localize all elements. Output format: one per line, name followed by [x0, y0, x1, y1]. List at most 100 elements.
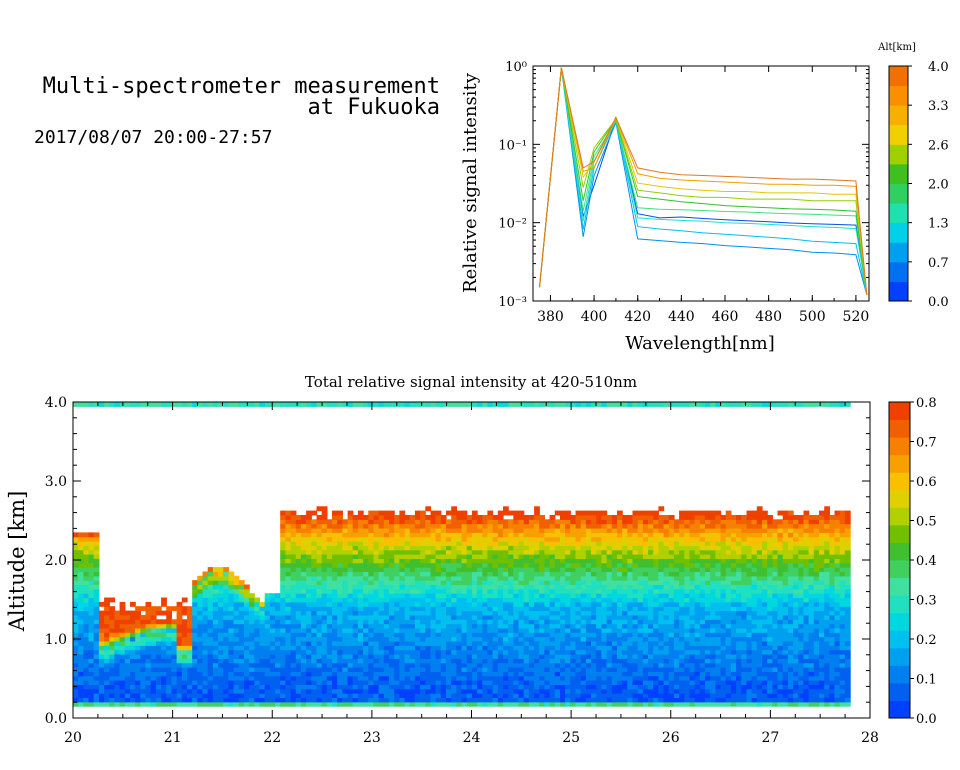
- heatmap-cell: [585, 536, 592, 542]
- heatmap-cell: [425, 693, 432, 698]
- heatmap-cell: [383, 532, 390, 538]
- heatmap-cell: [622, 636, 628, 642]
- heatmap-cell: [352, 532, 359, 538]
- heatmap-cell: [451, 588, 457, 594]
- heatmap-cell: [326, 645, 333, 651]
- heatmap-cell: [88, 593, 95, 599]
- heatmap-cell: [357, 641, 364, 646]
- heatmap-cell: [492, 588, 499, 594]
- heatmap-cell: [109, 636, 116, 642]
- heatmap-cell: [539, 684, 545, 690]
- heatmap-cell: [321, 610, 328, 616]
- heatmap-cell: [466, 667, 473, 672]
- heatmap-cell: [528, 402, 535, 407]
- heatmap-cell: [363, 662, 369, 668]
- heatmap-cell: [560, 645, 566, 651]
- heatmap-cell: [88, 675, 95, 681]
- heatmap-cell: [456, 567, 463, 572]
- heatmap-cell: [684, 675, 691, 681]
- heatmap-cell: [321, 675, 328, 681]
- heatmap-cell: [378, 528, 385, 533]
- heatmap-cell: [207, 632, 214, 638]
- heatmap-cell: [150, 614, 157, 620]
- heatmap-cell: [601, 523, 608, 529]
- heatmap-cell: [482, 645, 489, 651]
- heatmap-cell: [435, 610, 442, 616]
- heatmap-cell: [316, 580, 323, 585]
- heatmap-cell: [637, 627, 644, 633]
- heatmap-cell: [435, 658, 442, 664]
- heatmap-cell: [269, 688, 276, 694]
- heatmap-cell: [451, 645, 457, 651]
- heatmap-cell: [503, 571, 509, 577]
- heatmap-cell: [689, 545, 696, 551]
- heatmap-cell: [414, 627, 421, 633]
- heatmap-cell: [321, 619, 328, 625]
- heatmap-cell: [632, 567, 639, 572]
- heatmap-cell: [171, 645, 178, 651]
- heatmap-cell: [93, 688, 100, 694]
- heatmap-cell: [482, 593, 489, 599]
- heatmap-cell: [544, 606, 551, 612]
- heatmap-cell: [642, 680, 649, 685]
- heatmap-cell: [430, 627, 437, 633]
- heatmap-cell: [171, 701, 178, 707]
- heatmap-cell: [249, 593, 255, 599]
- heatmap-cell: [275, 614, 281, 620]
- heatmap-cell: [83, 693, 90, 698]
- heatmap-cell: [238, 680, 245, 685]
- heatmap-cell: [342, 658, 349, 664]
- heatmap-cell: [663, 662, 670, 668]
- heatmap-cell: [404, 532, 411, 538]
- heatmap-cell: [627, 641, 634, 646]
- heatmap-cell: [414, 571, 421, 577]
- heatmap-cell: [425, 593, 432, 599]
- heatmap-cell: [192, 658, 198, 664]
- heatmap-cell: [145, 623, 152, 629]
- heatmap-cell: [207, 641, 214, 646]
- heatmap-cell: [300, 402, 307, 407]
- heatmap-cell: [435, 641, 442, 646]
- heatmap-cell: [218, 402, 224, 407]
- heatmap-cell: [673, 654, 680, 659]
- heatmap-cell: [249, 636, 255, 642]
- heatmap-cell: [430, 632, 437, 638]
- heatmap-cell: [233, 632, 240, 638]
- heatmap-cell: [363, 402, 369, 407]
- heatmap-cell: [694, 601, 701, 607]
- heatmap-cell: [560, 658, 566, 664]
- heatmap-cell: [689, 645, 696, 651]
- heatmap-cell: [383, 593, 390, 599]
- heatmap-cell: [280, 610, 286, 616]
- heatmap-cell: [414, 645, 421, 651]
- heatmap-cell: [238, 627, 245, 633]
- heatmap-cell: [544, 562, 551, 568]
- heatmap-cell: [290, 584, 297, 590]
- heatmap-cell: [383, 541, 390, 546]
- heatmap-cell: [337, 593, 343, 599]
- heatmap-cell: [570, 636, 577, 642]
- heatmap-cell: [482, 554, 489, 559]
- heatmap-cell: [622, 584, 628, 590]
- heatmap-cell: [420, 536, 426, 542]
- heatmap-cell: [306, 658, 312, 664]
- heatmap-cell: [83, 610, 90, 616]
- heatmap-cell: [218, 675, 224, 681]
- heatmap-cell: [648, 601, 654, 607]
- heatmap-cell: [389, 580, 395, 585]
- heatmap-cell: [207, 593, 214, 599]
- heatmap-cell: [73, 571, 79, 577]
- heatmap-cell: [456, 580, 463, 585]
- heatmap-cell: [632, 554, 639, 559]
- heatmap-cell: [269, 597, 276, 603]
- heatmap-cell: [653, 601, 659, 607]
- heatmap-cell: [456, 549, 463, 555]
- heatmap-cell: [326, 523, 333, 529]
- heatmap-cell: [202, 662, 209, 668]
- heatmap-cell: [446, 536, 452, 542]
- heatmap-cell: [580, 606, 587, 612]
- heatmap-cell: [83, 614, 90, 620]
- heatmap-cell: [456, 667, 463, 672]
- heatmap-cell: [295, 614, 302, 620]
- heatmap-cell: [93, 680, 100, 685]
